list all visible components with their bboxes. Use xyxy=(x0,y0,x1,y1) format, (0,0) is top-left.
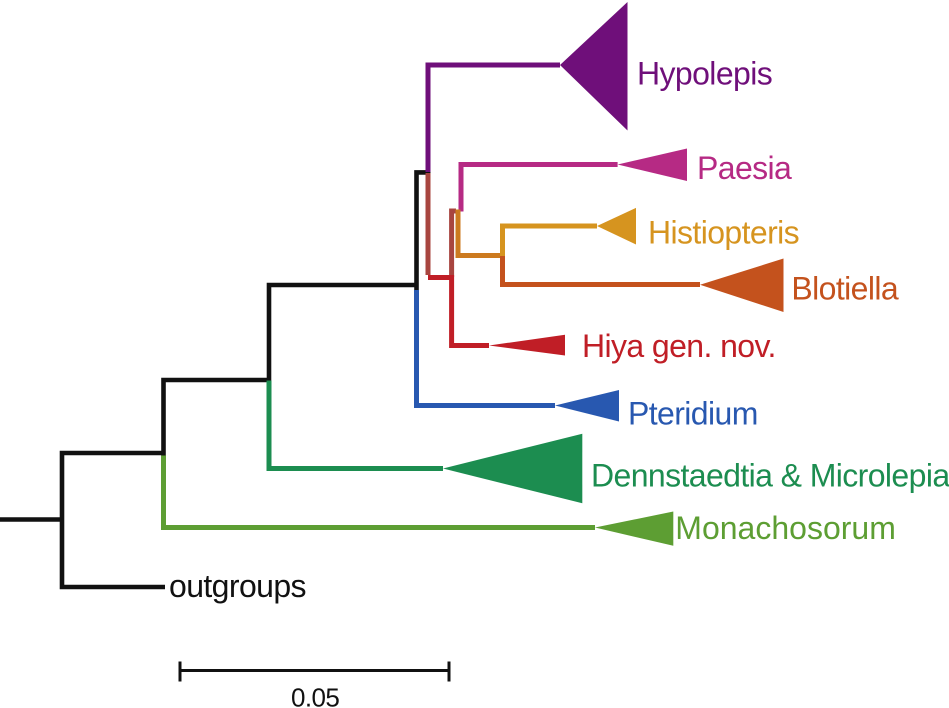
svg-text:Pteridium: Pteridium xyxy=(628,396,758,432)
svg-text:Hiya gen. nov.: Hiya gen. nov. xyxy=(582,328,776,364)
svg-text:Dennstaedtia & Microlepia: Dennstaedtia & Microlepia xyxy=(591,458,949,494)
svg-text:Blotiella: Blotiella xyxy=(791,270,898,306)
svg-text:Hypolepis: Hypolepis xyxy=(637,55,772,91)
svg-text:Paesia: Paesia xyxy=(697,150,792,186)
svg-text:outgroups: outgroups xyxy=(169,568,306,604)
svg-text:Monachosorum: Monachosorum xyxy=(675,510,896,546)
svg-text:0.05: 0.05 xyxy=(291,683,339,708)
svg-text:Histiopteris: Histiopteris xyxy=(648,214,799,250)
